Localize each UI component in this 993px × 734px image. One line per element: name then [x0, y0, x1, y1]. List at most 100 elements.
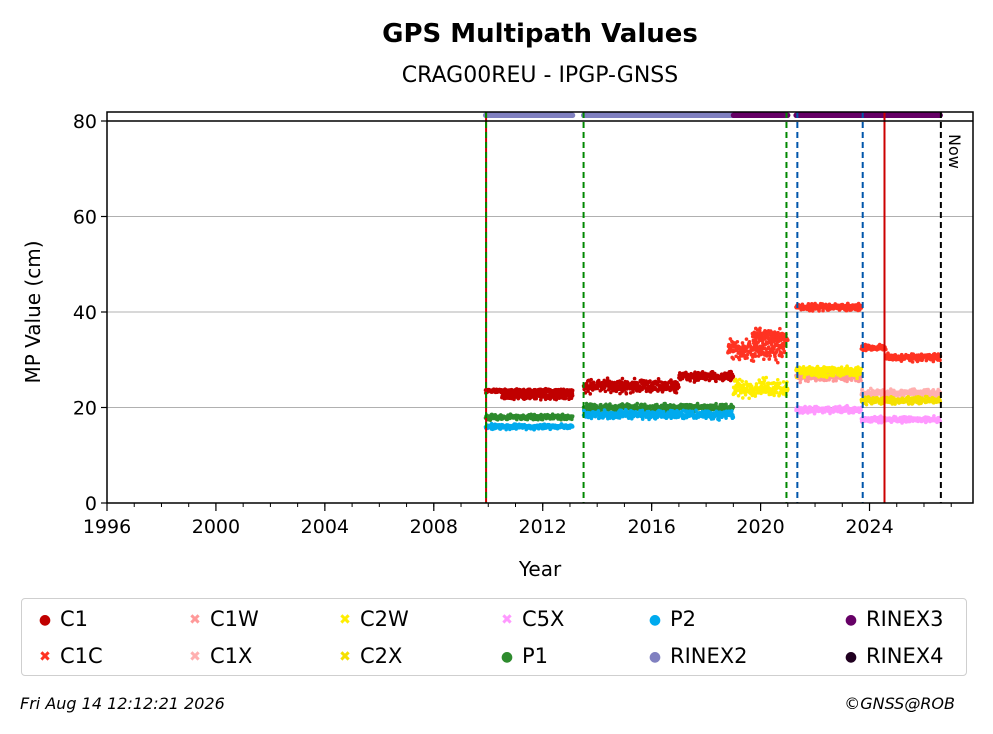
- data-point: [705, 376, 709, 381]
- data-point: [751, 338, 756, 343]
- data-point: [570, 393, 575, 398]
- data-point: [782, 350, 787, 355]
- data-point: [740, 379, 744, 384]
- data-point: [827, 405, 831, 410]
- data-point: [674, 390, 679, 395]
- data-point: [545, 388, 549, 393]
- series-C2W: [731, 364, 864, 401]
- data-point: [731, 405, 736, 409]
- data-point: [626, 380, 630, 385]
- data-point: [631, 390, 635, 394]
- data-point: [745, 356, 749, 360]
- data-point: [810, 309, 815, 313]
- data-point: [772, 393, 776, 398]
- data-point: [855, 376, 859, 380]
- data-point: [570, 414, 575, 418]
- data-point: [932, 414, 936, 418]
- data-point: [741, 383, 746, 387]
- data-point: [591, 380, 596, 385]
- data-point: [737, 357, 742, 362]
- data-point: [839, 365, 844, 369]
- data-point: [786, 387, 790, 392]
- data-point: [915, 359, 920, 364]
- data-point: [727, 350, 732, 354]
- data-point: [775, 377, 780, 382]
- data-point: [771, 339, 776, 344]
- data-point: [781, 380, 786, 384]
- data-point: [588, 392, 593, 396]
- data-point: [762, 378, 767, 383]
- chart-title: GPS Multipath Values: [382, 19, 698, 49]
- data-point: [609, 390, 613, 395]
- data-point: [910, 360, 915, 364]
- data-point: [751, 355, 755, 359]
- data-point: [756, 340, 761, 344]
- data-point: [813, 370, 818, 375]
- data-point: [767, 357, 772, 361]
- data-point: [764, 375, 769, 380]
- data-point: [624, 391, 629, 396]
- data-point: [775, 390, 779, 395]
- data-point: [780, 354, 784, 359]
- data-point: [938, 358, 942, 363]
- data-point: [744, 337, 749, 341]
- data-point: [743, 392, 748, 397]
- data-point: [864, 402, 869, 407]
- data-point: [859, 378, 863, 383]
- data-point: [605, 376, 610, 380]
- data-point: [860, 387, 865, 391]
- data-point: [712, 371, 717, 376]
- data-point: [859, 408, 863, 413]
- data-point: [586, 389, 590, 393]
- data-point: [714, 379, 718, 384]
- data-point: [749, 384, 754, 389]
- data-point: [798, 380, 803, 385]
- data-point: [774, 358, 778, 362]
- data-point: [731, 357, 736, 361]
- data-point: [821, 308, 825, 313]
- data-point: [775, 360, 780, 365]
- data-point: [849, 378, 854, 383]
- data-point: [603, 389, 608, 394]
- data-point: [570, 424, 575, 429]
- series-C5X: [794, 403, 943, 425]
- data-point: [740, 396, 745, 400]
- series-C1: [483, 369, 736, 402]
- chart-subtitle: CRAG00REU - IPGP-GNSS: [402, 63, 678, 88]
- data-point: [797, 365, 802, 370]
- series-RINEX2: [482, 112, 736, 118]
- data-point: [834, 378, 838, 383]
- data-point: [620, 376, 625, 381]
- data-point: [677, 385, 681, 389]
- data-point: [688, 379, 692, 383]
- data-point: [778, 381, 782, 385]
- data-point: [761, 376, 765, 380]
- data-point: [640, 387, 644, 392]
- data-point: [740, 341, 745, 345]
- data-point: [773, 354, 777, 359]
- data-point: [931, 359, 936, 364]
- data-point: [736, 393, 741, 398]
- data-point: [596, 378, 601, 383]
- data-point: [735, 340, 740, 344]
- data-point: [589, 377, 593, 382]
- data-point: [717, 418, 721, 422]
- data-point: [758, 326, 762, 331]
- data-point: [714, 401, 718, 406]
- data-point: [778, 326, 782, 331]
- data-point: [731, 415, 736, 420]
- data-point: [757, 329, 762, 333]
- data-point: [538, 397, 543, 402]
- data-point: [825, 374, 829, 379]
- data-point: [858, 370, 863, 375]
- data-point: [762, 357, 766, 362]
- data-point: [806, 379, 810, 384]
- data-point: [635, 401, 640, 406]
- data-point: [856, 365, 860, 369]
- data-point: [786, 338, 790, 342]
- data-point: [745, 352, 750, 357]
- data-point: [768, 353, 772, 358]
- data-point: [753, 354, 758, 358]
